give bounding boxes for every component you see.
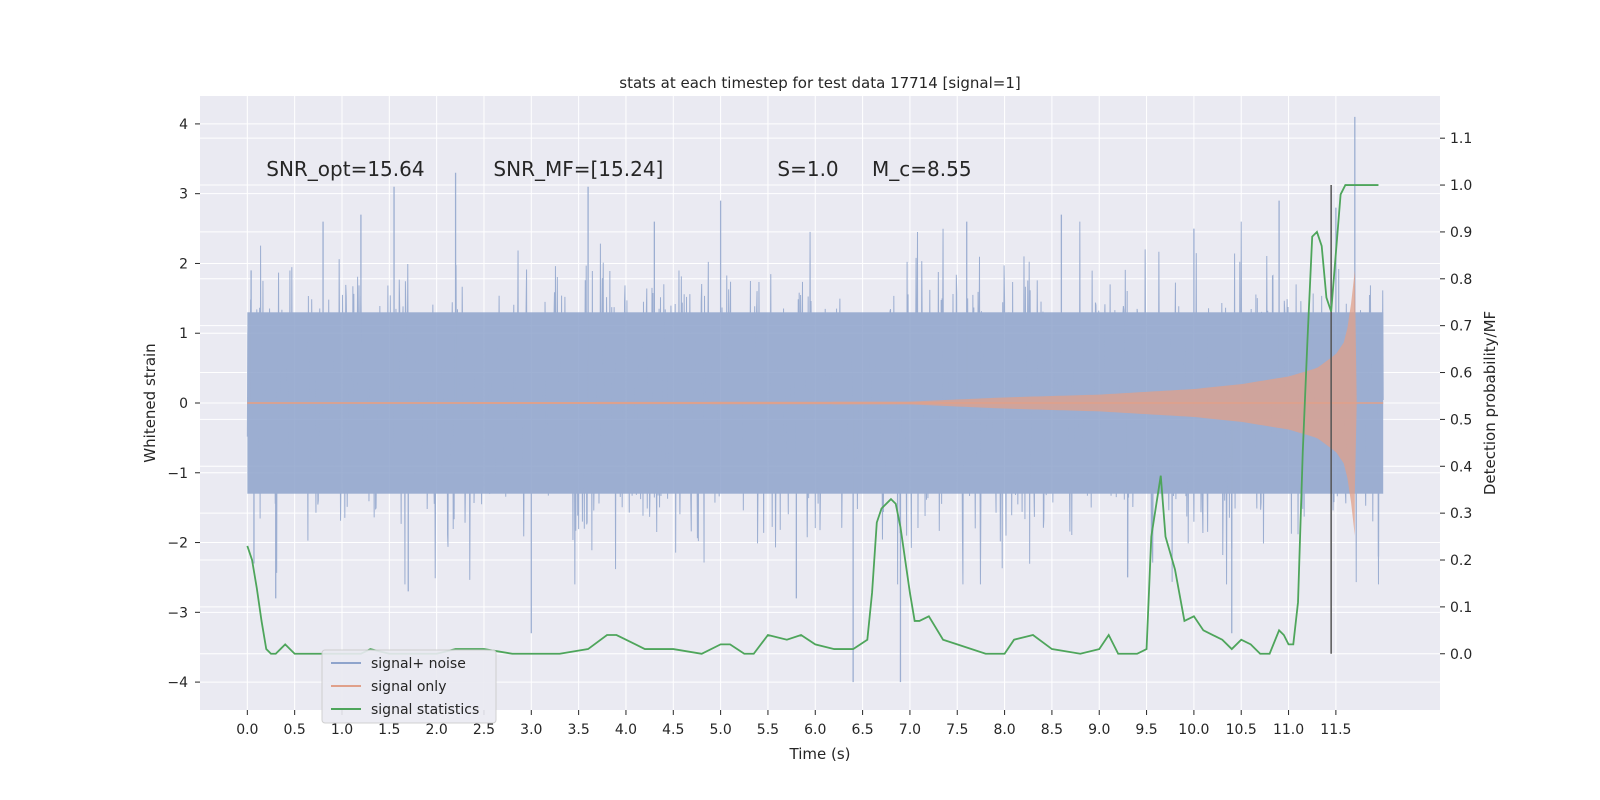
y2-tick-label: 0.4: [1450, 459, 1472, 475]
x-tick-label: 3.5: [567, 722, 589, 738]
x-tick-label: 3.0: [520, 722, 542, 738]
x-tick-label: 2.0: [426, 722, 448, 738]
x-tick-label: 1.5: [378, 722, 400, 738]
x-tick-label: 9.5: [1135, 722, 1157, 738]
y2-tick-label: 0.7: [1450, 319, 1472, 335]
x-tick-label: 6.0: [804, 722, 826, 738]
y-axis-label: Whitened strain: [141, 343, 159, 462]
y2-tick-label: 0.1: [1450, 600, 1472, 616]
legend-label-signal-only: signal only: [371, 679, 446, 695]
y-tick-label: 2: [179, 256, 188, 272]
x-tick-label: 4.0: [615, 722, 637, 738]
x-tick-label: 6.5: [851, 722, 873, 738]
x-tick-label: 0.0: [236, 722, 258, 738]
x-tick-label: 5.0: [709, 722, 731, 738]
y-tick-label: −2: [167, 536, 188, 552]
y2-tick-label: 0.0: [1450, 647, 1472, 663]
x-tick-label: 7.0: [899, 722, 921, 738]
x-tick-label: 4.5: [662, 722, 684, 738]
legend-box: [321, 649, 497, 724]
y-tick-label: 0: [179, 396, 188, 412]
y-tick-label: −4: [167, 675, 188, 691]
x-tick-label: 5.5: [757, 722, 779, 738]
x-tick-label: 8.0: [993, 722, 1015, 738]
x-tick-label: 7.5: [946, 722, 968, 738]
y-tick-label: 1: [179, 326, 188, 342]
x-tick-label: 10.0: [1178, 722, 1209, 738]
y-tick-label: 3: [179, 187, 188, 203]
legend: signal+ noise signal only signal statist…: [321, 649, 497, 724]
x-tick-label: 2.5: [473, 722, 495, 738]
y-tick-label: −1: [167, 466, 188, 482]
x-tick-label: 11.0: [1273, 722, 1304, 738]
x-tick-label: 1.0: [331, 722, 353, 738]
y2-tick-label: 0.9: [1450, 225, 1472, 241]
y2-tick-label: 0.6: [1450, 366, 1472, 382]
chart-title: stats at each timestep for test data 177…: [619, 74, 1020, 92]
y2-axis-label: Detection probability/MF: [1481, 311, 1499, 495]
y-tick-label: −3: [167, 605, 188, 621]
x-tick-label: 11.5: [1320, 722, 1351, 738]
y2-tick-label: 0.2: [1450, 553, 1472, 569]
x-tick-label: 8.5: [1041, 722, 1063, 738]
annotation-0: SNR_opt=15.64: [266, 157, 424, 181]
y-tick-label: 4: [179, 117, 188, 133]
y2-tick-label: 0.5: [1450, 412, 1472, 428]
legend-label-signal-noise: signal+ noise: [371, 656, 466, 672]
x-tick-label: 0.5: [284, 722, 306, 738]
y2-tick-label: 1.0: [1450, 178, 1472, 194]
annotation-1: SNR_MF=[15.24]: [493, 157, 663, 181]
annotation-2: S=1.0: [777, 157, 838, 181]
x-tick-label: 9.0: [1088, 722, 1110, 738]
y2-tick-label: 0.8: [1450, 272, 1472, 288]
y2-tick-label: 1.1: [1450, 131, 1472, 147]
annotation-3: M_c=8.55: [872, 157, 972, 181]
x-tick-label: 10.5: [1226, 722, 1257, 738]
y2-tick-label: 0.3: [1450, 506, 1472, 522]
signal-noise-line: [246, 221, 1384, 585]
legend-label-signal-statistics: signal statistics: [371, 702, 479, 718]
x-axis-label: Time (s): [789, 745, 851, 763]
